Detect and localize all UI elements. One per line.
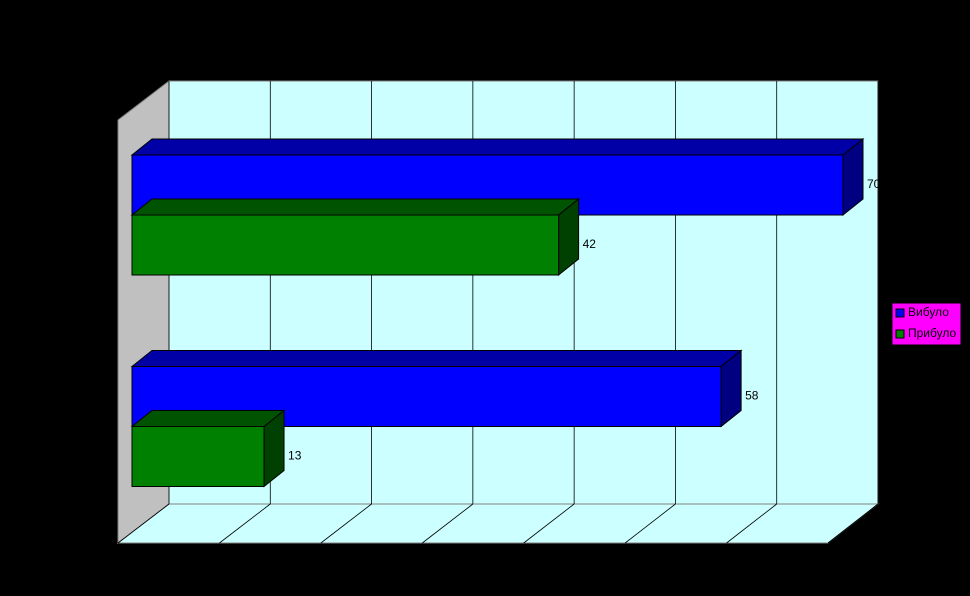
grid-line: [219, 503, 271, 544]
bar: [131, 214, 560, 276]
x-tick-label: 40: [517, 552, 531, 566]
legend-label: Прибуло: [908, 326, 956, 340]
x-tick-label: 0: [115, 552, 122, 566]
x-tick-label: 10: [213, 552, 227, 566]
data-label: 13: [288, 449, 302, 463]
x-tick-label: 30: [416, 552, 430, 566]
data-label: 42: [583, 237, 597, 251]
x-tick-label: 20: [314, 552, 328, 566]
grid-line: [523, 503, 575, 544]
x-tick-label: 70: [821, 552, 835, 566]
legend-swatch: [895, 329, 905, 339]
legend-label: Вибуло: [908, 305, 949, 319]
x-tick-label: 50: [618, 552, 632, 566]
x-tick-label: 60: [720, 552, 734, 566]
grid-line: [624, 503, 676, 544]
bar: [131, 426, 265, 487]
bar-top: [130, 350, 743, 367]
bar-top: [130, 410, 286, 427]
data-label: 58: [745, 389, 759, 403]
grid-line: [320, 503, 372, 544]
bar-top: [130, 138, 865, 156]
floor: [116, 503, 880, 544]
grid-line: [422, 503, 474, 544]
grid-line: [827, 503, 879, 544]
bar-top: [130, 198, 581, 216]
grid-line: [117, 503, 170, 544]
legend-swatch: [895, 308, 905, 318]
data-label: 70: [867, 177, 881, 191]
grid-line: [726, 503, 777, 544]
bars: [130, 137, 865, 488]
